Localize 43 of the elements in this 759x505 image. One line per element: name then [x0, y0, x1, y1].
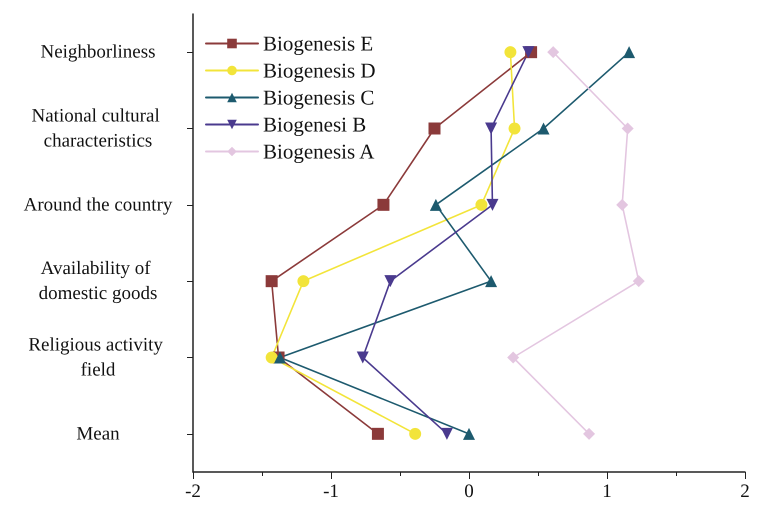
point [616, 198, 628, 211]
point [507, 352, 520, 364]
point [538, 122, 550, 134]
point [384, 275, 396, 288]
point [463, 428, 475, 440]
point [485, 122, 498, 134]
point [266, 275, 278, 288]
point [428, 122, 440, 134]
point [632, 275, 645, 288]
point [475, 198, 488, 211]
legend-label: Biogenesi B [263, 112, 366, 136]
point [409, 428, 422, 440]
point [485, 275, 498, 288]
point [266, 352, 278, 364]
point [486, 198, 498, 211]
y-tick-label: Availability of domestic goods [38, 258, 158, 304]
point [522, 46, 534, 58]
x-tick-label: -2 [185, 481, 201, 502]
x-tick-label: -1 [323, 481, 339, 502]
legend-label: Biogenesis D [263, 58, 376, 82]
point [430, 198, 442, 211]
y-tick-label: National cultural characteristics [32, 106, 164, 152]
point [583, 428, 596, 440]
point [504, 46, 516, 58]
y-tick-label: Religious activity field [28, 334, 168, 380]
x-tick-label: 0 [464, 481, 474, 502]
point [440, 428, 453, 440]
legend-label: Biogenesis E [263, 32, 374, 56]
point [508, 122, 521, 134]
x-tick-label: 1 [602, 481, 612, 502]
point [356, 352, 369, 364]
point [372, 428, 384, 440]
point [622, 122, 634, 134]
point [297, 275, 310, 288]
x-tick-label: 2 [740, 481, 750, 502]
point [377, 198, 390, 211]
legend-label: Biogenesis A [263, 140, 376, 164]
point [623, 46, 636, 58]
point [547, 46, 560, 58]
legend-label: Biogenesis C [263, 86, 374, 110]
y-tick-label: Neighborliness [40, 42, 156, 63]
y-tick-label: Mean [76, 423, 120, 444]
y-tick-label: Around the country [24, 194, 173, 216]
